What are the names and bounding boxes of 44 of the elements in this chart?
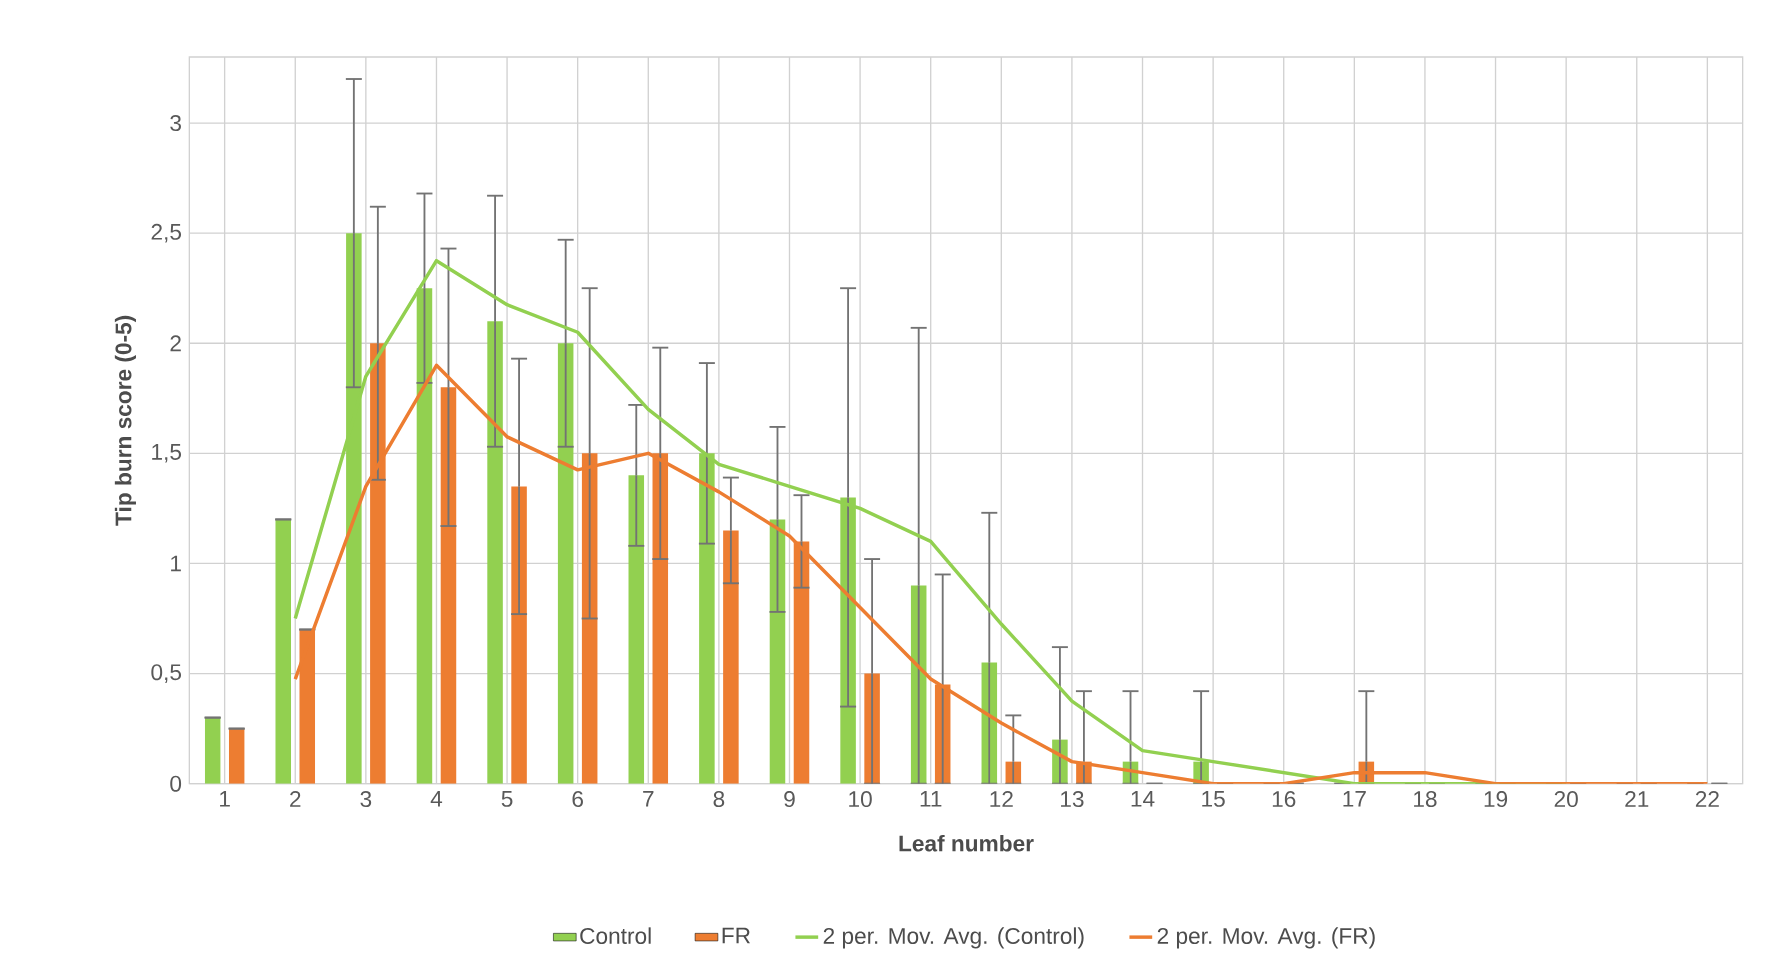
y-tick-label: 1,5: [152, 444, 182, 463]
x-tick-label: 14: [1131, 791, 1155, 807]
y-tick-label: 3: [170, 115, 181, 132]
x-tick-label: 17: [1343, 791, 1366, 807]
bar: [769, 519, 786, 784]
y-axis-title: Tip burn score (0-5): [114, 315, 136, 526]
x-axis-title: Leaf number: [899, 834, 1034, 852]
x-tick-label: 20: [1554, 791, 1578, 808]
x-tick-label: 22: [1695, 791, 1719, 807]
y-tick-label: 0,5: [151, 664, 182, 683]
bar: [557, 343, 574, 784]
legend-label: 2 per. Mov. Avg. (Control): [823, 927, 1084, 949]
x-tick-label: 6: [572, 791, 583, 808]
x-tick-label: 21: [1625, 791, 1649, 807]
x-tick-label: 10: [849, 791, 872, 808]
x-tick-label: 7: [643, 791, 654, 807]
bar: [628, 475, 645, 784]
legend-label: FR: [722, 927, 750, 944]
bar: [723, 530, 739, 784]
y-tick-label: 2,5: [151, 223, 182, 243]
y-tick-label: 0: [170, 775, 182, 792]
bar: [487, 321, 503, 784]
x-tick-label: 11: [920, 791, 942, 807]
x-tick-label: 19: [1484, 791, 1508, 808]
y-tick-label: 1: [171, 555, 181, 572]
x-tick-label: 5: [501, 791, 513, 807]
x-tick-label: 1: [220, 791, 230, 807]
x-tick-label: 13: [1061, 791, 1084, 808]
x-tick-label: 16: [1272, 791, 1296, 808]
x-tick-label: 9: [784, 791, 795, 808]
x-tick-label: 12: [990, 791, 1013, 807]
x-tick-label: 15: [1202, 791, 1225, 807]
legend-label: Control: [580, 927, 651, 944]
bar: [275, 519, 292, 784]
x-tick-label: 2: [290, 791, 301, 807]
x-tick-label: 18: [1414, 791, 1437, 808]
bar: [204, 717, 221, 784]
legend-label: 2 per. Mov. Avg. (FR): [1157, 927, 1375, 949]
x-tick-label: 3: [360, 791, 372, 808]
x-tick-label: 4: [430, 791, 443, 807]
bar: [511, 486, 527, 784]
x-tick-label: 8: [713, 791, 725, 808]
y-tick-label: 2: [170, 335, 181, 352]
bar: [228, 728, 245, 784]
